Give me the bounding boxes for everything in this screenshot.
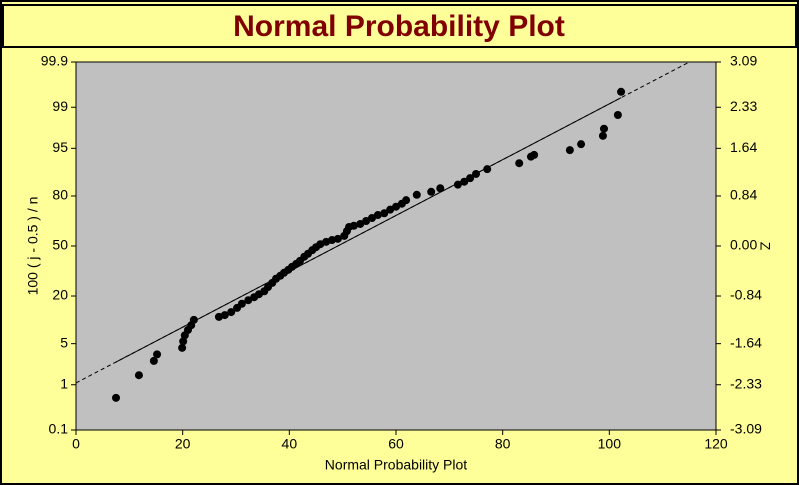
data-point bbox=[149, 356, 158, 365]
y2-tick-label: 3.09 bbox=[730, 53, 757, 69]
x-tick-label: 40 bbox=[282, 436, 298, 452]
x-axis-label: Normal Probability Plot bbox=[325, 457, 467, 473]
data-point bbox=[436, 184, 445, 193]
data-point bbox=[483, 165, 492, 174]
y-tick-label: 50 bbox=[52, 237, 68, 253]
x-tick-label: 100 bbox=[598, 436, 622, 452]
y2-tick-label: -3.09 bbox=[730, 421, 762, 437]
x-tick-label: 0 bbox=[72, 436, 80, 452]
y2-tick-label: 0.00 bbox=[730, 237, 757, 253]
fit-line-solid bbox=[115, 97, 622, 363]
y-tick-label: 99 bbox=[52, 98, 68, 114]
data-point bbox=[189, 315, 198, 324]
y-tick-label: 99.9 bbox=[41, 53, 68, 69]
data-point bbox=[402, 196, 411, 205]
data-point bbox=[427, 187, 436, 196]
data-point bbox=[380, 209, 389, 218]
data-point bbox=[530, 150, 539, 159]
y-tick-label: 80 bbox=[52, 187, 68, 203]
y2-tick-label: -0.84 bbox=[730, 287, 762, 303]
data-point bbox=[373, 211, 382, 220]
data-point bbox=[598, 131, 607, 140]
data-point bbox=[600, 124, 608, 133]
data-point bbox=[515, 159, 524, 168]
y-tick-label: 20 bbox=[52, 287, 68, 303]
title-banner bbox=[2, 4, 797, 48]
y2-tick-label: 1.64 bbox=[730, 139, 757, 155]
data-point bbox=[466, 174, 475, 183]
data-point bbox=[460, 177, 469, 186]
data-point bbox=[237, 299, 246, 308]
x-tick-label: 60 bbox=[388, 436, 404, 452]
y-tick-label: 5 bbox=[60, 334, 68, 350]
data-point bbox=[472, 169, 480, 178]
y2-axis-label: Z bbox=[757, 242, 773, 251]
data-point bbox=[613, 110, 622, 119]
y2-tick-label: 0.84 bbox=[730, 187, 757, 203]
data-point bbox=[565, 146, 574, 155]
y-axis-label: 100 ( j - 0.5 ) / n bbox=[25, 197, 41, 296]
data-point bbox=[227, 308, 236, 317]
x-tick-label: 80 bbox=[495, 436, 511, 452]
data-point bbox=[453, 180, 462, 189]
data-point bbox=[412, 190, 421, 199]
y2-tick-label: 2.33 bbox=[730, 98, 757, 114]
y-tick-label: 1 bbox=[60, 375, 68, 391]
y-tick-label: 0.1 bbox=[49, 421, 69, 437]
data-point bbox=[153, 350, 162, 359]
chart-title: Normal Probability Plot bbox=[233, 10, 565, 43]
data-point bbox=[333, 234, 342, 243]
data-point bbox=[178, 343, 187, 352]
data-point bbox=[134, 371, 143, 380]
plot-area bbox=[75, 61, 717, 431]
x-tick-label: 120 bbox=[704, 436, 728, 452]
x-tick-label: 20 bbox=[175, 436, 191, 452]
data-point bbox=[617, 87, 626, 96]
data-point bbox=[220, 311, 229, 320]
y2-tick-label: -1.64 bbox=[730, 334, 762, 350]
data-point bbox=[577, 140, 586, 149]
data-point bbox=[112, 393, 120, 402]
data-point bbox=[349, 221, 358, 230]
y-tick-label: 95 bbox=[52, 139, 68, 155]
y2-tick-label: -2.33 bbox=[730, 375, 762, 391]
